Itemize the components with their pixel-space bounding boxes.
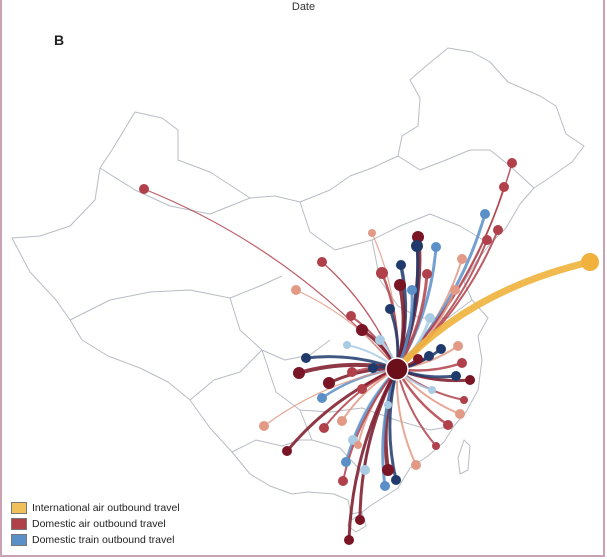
legend: International air outbound travel Domest…	[11, 500, 180, 548]
destination-point	[344, 535, 354, 545]
destination-point	[436, 344, 446, 354]
international-destination-point	[581, 253, 599, 271]
destination-point	[375, 335, 385, 345]
northwest-border	[99, 167, 251, 215]
destination-point	[343, 341, 351, 349]
north-border	[299, 201, 491, 251]
legend-label: Domestic air outbound travel	[32, 518, 166, 530]
yunnan-border	[231, 439, 312, 453]
destination-point	[425, 313, 435, 323]
destination-point	[455, 409, 465, 419]
destination-point	[301, 353, 311, 363]
destination-point	[376, 267, 388, 279]
destination-point	[411, 460, 421, 470]
destination-point	[465, 375, 475, 385]
flow-line	[295, 289, 398, 370]
destination-point	[407, 285, 417, 295]
destination-point	[317, 393, 327, 403]
destination-points	[139, 158, 599, 545]
destination-point	[391, 475, 401, 485]
flow-lines	[143, 162, 594, 542]
legend-swatch	[11, 534, 27, 546]
destination-point	[385, 304, 395, 314]
china-outline	[11, 47, 585, 521]
destination-point	[451, 371, 461, 381]
international-flow-line	[393, 258, 594, 373]
destination-point	[347, 367, 357, 377]
destination-point	[291, 285, 301, 295]
hub-city-point	[385, 357, 409, 381]
destination-point	[380, 481, 390, 491]
destination-point	[457, 254, 467, 264]
destination-point	[346, 311, 356, 321]
destination-point	[480, 209, 490, 219]
destination-point	[424, 351, 434, 361]
destination-point	[413, 354, 423, 364]
destination-point	[499, 182, 509, 192]
legend-swatch	[11, 518, 27, 530]
northeast-border	[397, 149, 535, 189]
destination-point	[428, 386, 436, 394]
panel-label: B	[54, 32, 65, 48]
destination-point	[482, 235, 492, 245]
destination-point	[356, 324, 368, 336]
destination-point	[368, 363, 378, 373]
destination-point	[443, 420, 453, 430]
south-border	[261, 349, 455, 431]
destination-point	[422, 269, 432, 279]
southwest-border	[189, 349, 263, 401]
destination-point	[457, 358, 467, 368]
destination-point	[368, 229, 376, 237]
flow-line	[347, 367, 399, 542]
legend-label: International air outbound travel	[32, 502, 180, 514]
destination-point	[337, 416, 347, 426]
flow-line	[143, 188, 398, 370]
destination-point	[453, 341, 463, 351]
destination-point	[341, 457, 351, 467]
destination-point	[360, 465, 370, 475]
destination-point	[139, 184, 149, 194]
legend-label: Domestic train outbound travel	[32, 534, 175, 546]
destination-point	[319, 423, 329, 433]
central-border	[229, 297, 331, 361]
destination-point	[338, 476, 348, 486]
taiwan-island	[457, 439, 471, 475]
destination-point	[450, 285, 460, 295]
tibet-border	[69, 275, 283, 321]
destination-point	[507, 158, 517, 168]
destination-point	[317, 257, 327, 267]
destination-point	[384, 401, 392, 409]
destination-point	[412, 231, 424, 243]
destination-point	[293, 367, 305, 379]
destination-point	[394, 279, 406, 291]
destination-point	[282, 446, 292, 456]
destination-point	[355, 515, 365, 525]
axis-caption: Date	[291, 1, 316, 13]
legend-item-international-air: International air outbound travel	[11, 500, 180, 516]
destination-point	[357, 384, 367, 394]
destination-point	[323, 377, 335, 389]
destination-point	[411, 240, 423, 252]
destination-point	[259, 421, 269, 431]
flow-line	[342, 368, 398, 482]
country-borders	[11, 47, 585, 533]
destination-point	[493, 225, 503, 235]
legend-item-domestic-train: Domestic train outbound travel	[11, 532, 180, 548]
legend-swatch	[11, 502, 27, 514]
destination-point	[354, 441, 362, 449]
destination-point	[382, 464, 394, 476]
destination-point	[396, 260, 406, 270]
destination-point	[431, 242, 441, 252]
destination-point	[460, 396, 468, 404]
legend-item-domestic-air: Domestic air outbound travel	[11, 516, 180, 532]
flow-line	[263, 368, 398, 427]
destination-point	[432, 442, 440, 450]
